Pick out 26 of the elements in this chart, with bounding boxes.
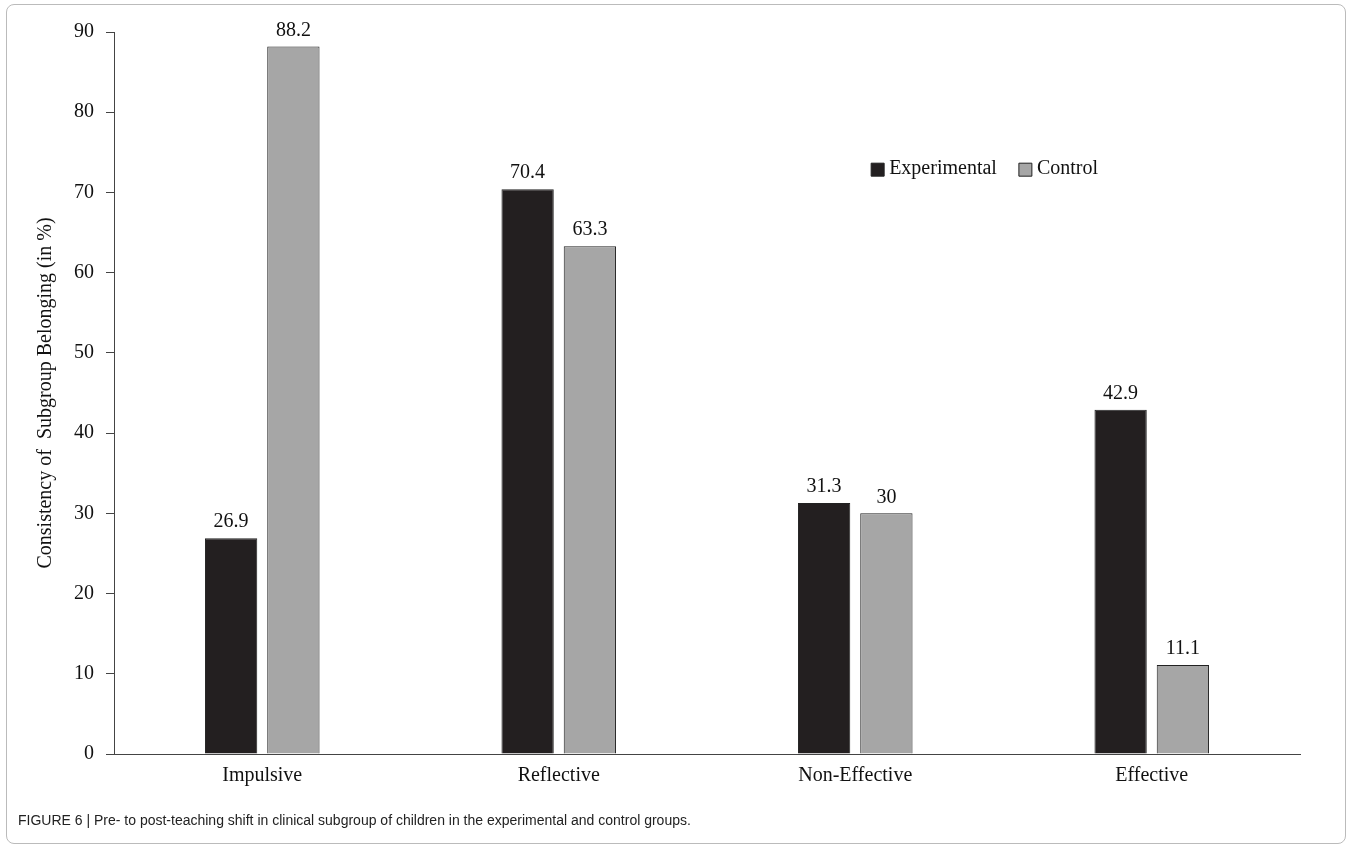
data-label: 26.9 [213,509,249,532]
caption: FIGURE 6 | Pre- to post-teaching shift in clinical subgroup of children in the experimental and control groups. [18,812,692,828]
y-tick-label: 70 [74,179,94,202]
x-tick-label: Non-Effective [798,763,913,786]
data-label: 70.4 [510,160,546,183]
y-tick-label: 50 [74,340,94,363]
y-tick-label: 60 [74,259,94,282]
y-axis-title: Consistency of Subgroup Belonging (in %) [33,217,57,569]
legend-label: Experimental [889,156,998,180]
data-label: 30 [876,484,897,507]
y-tick-label: 30 [74,500,94,523]
data-label: 31.3 [806,474,842,497]
x-tick-label: Impulsive [222,763,303,787]
y-tick-label: 40 [74,420,94,443]
data-label: 11.1 [1165,636,1201,659]
data-label: 63.3 [572,217,608,240]
y-tick-label: 20 [74,580,94,603]
y-tick-label: 80 [74,99,94,122]
y-tick-label: 0 [84,741,94,764]
legend-label: Control [1036,156,1099,179]
x-tick-label: Effective [1115,763,1189,786]
y-tick-label: 90 [74,19,94,42]
data-label: 88.2 [275,17,311,40]
x-tick-label: Reflective [517,763,600,786]
data-label: 42.9 [1103,381,1139,404]
y-tick-label: 10 [74,661,94,684]
